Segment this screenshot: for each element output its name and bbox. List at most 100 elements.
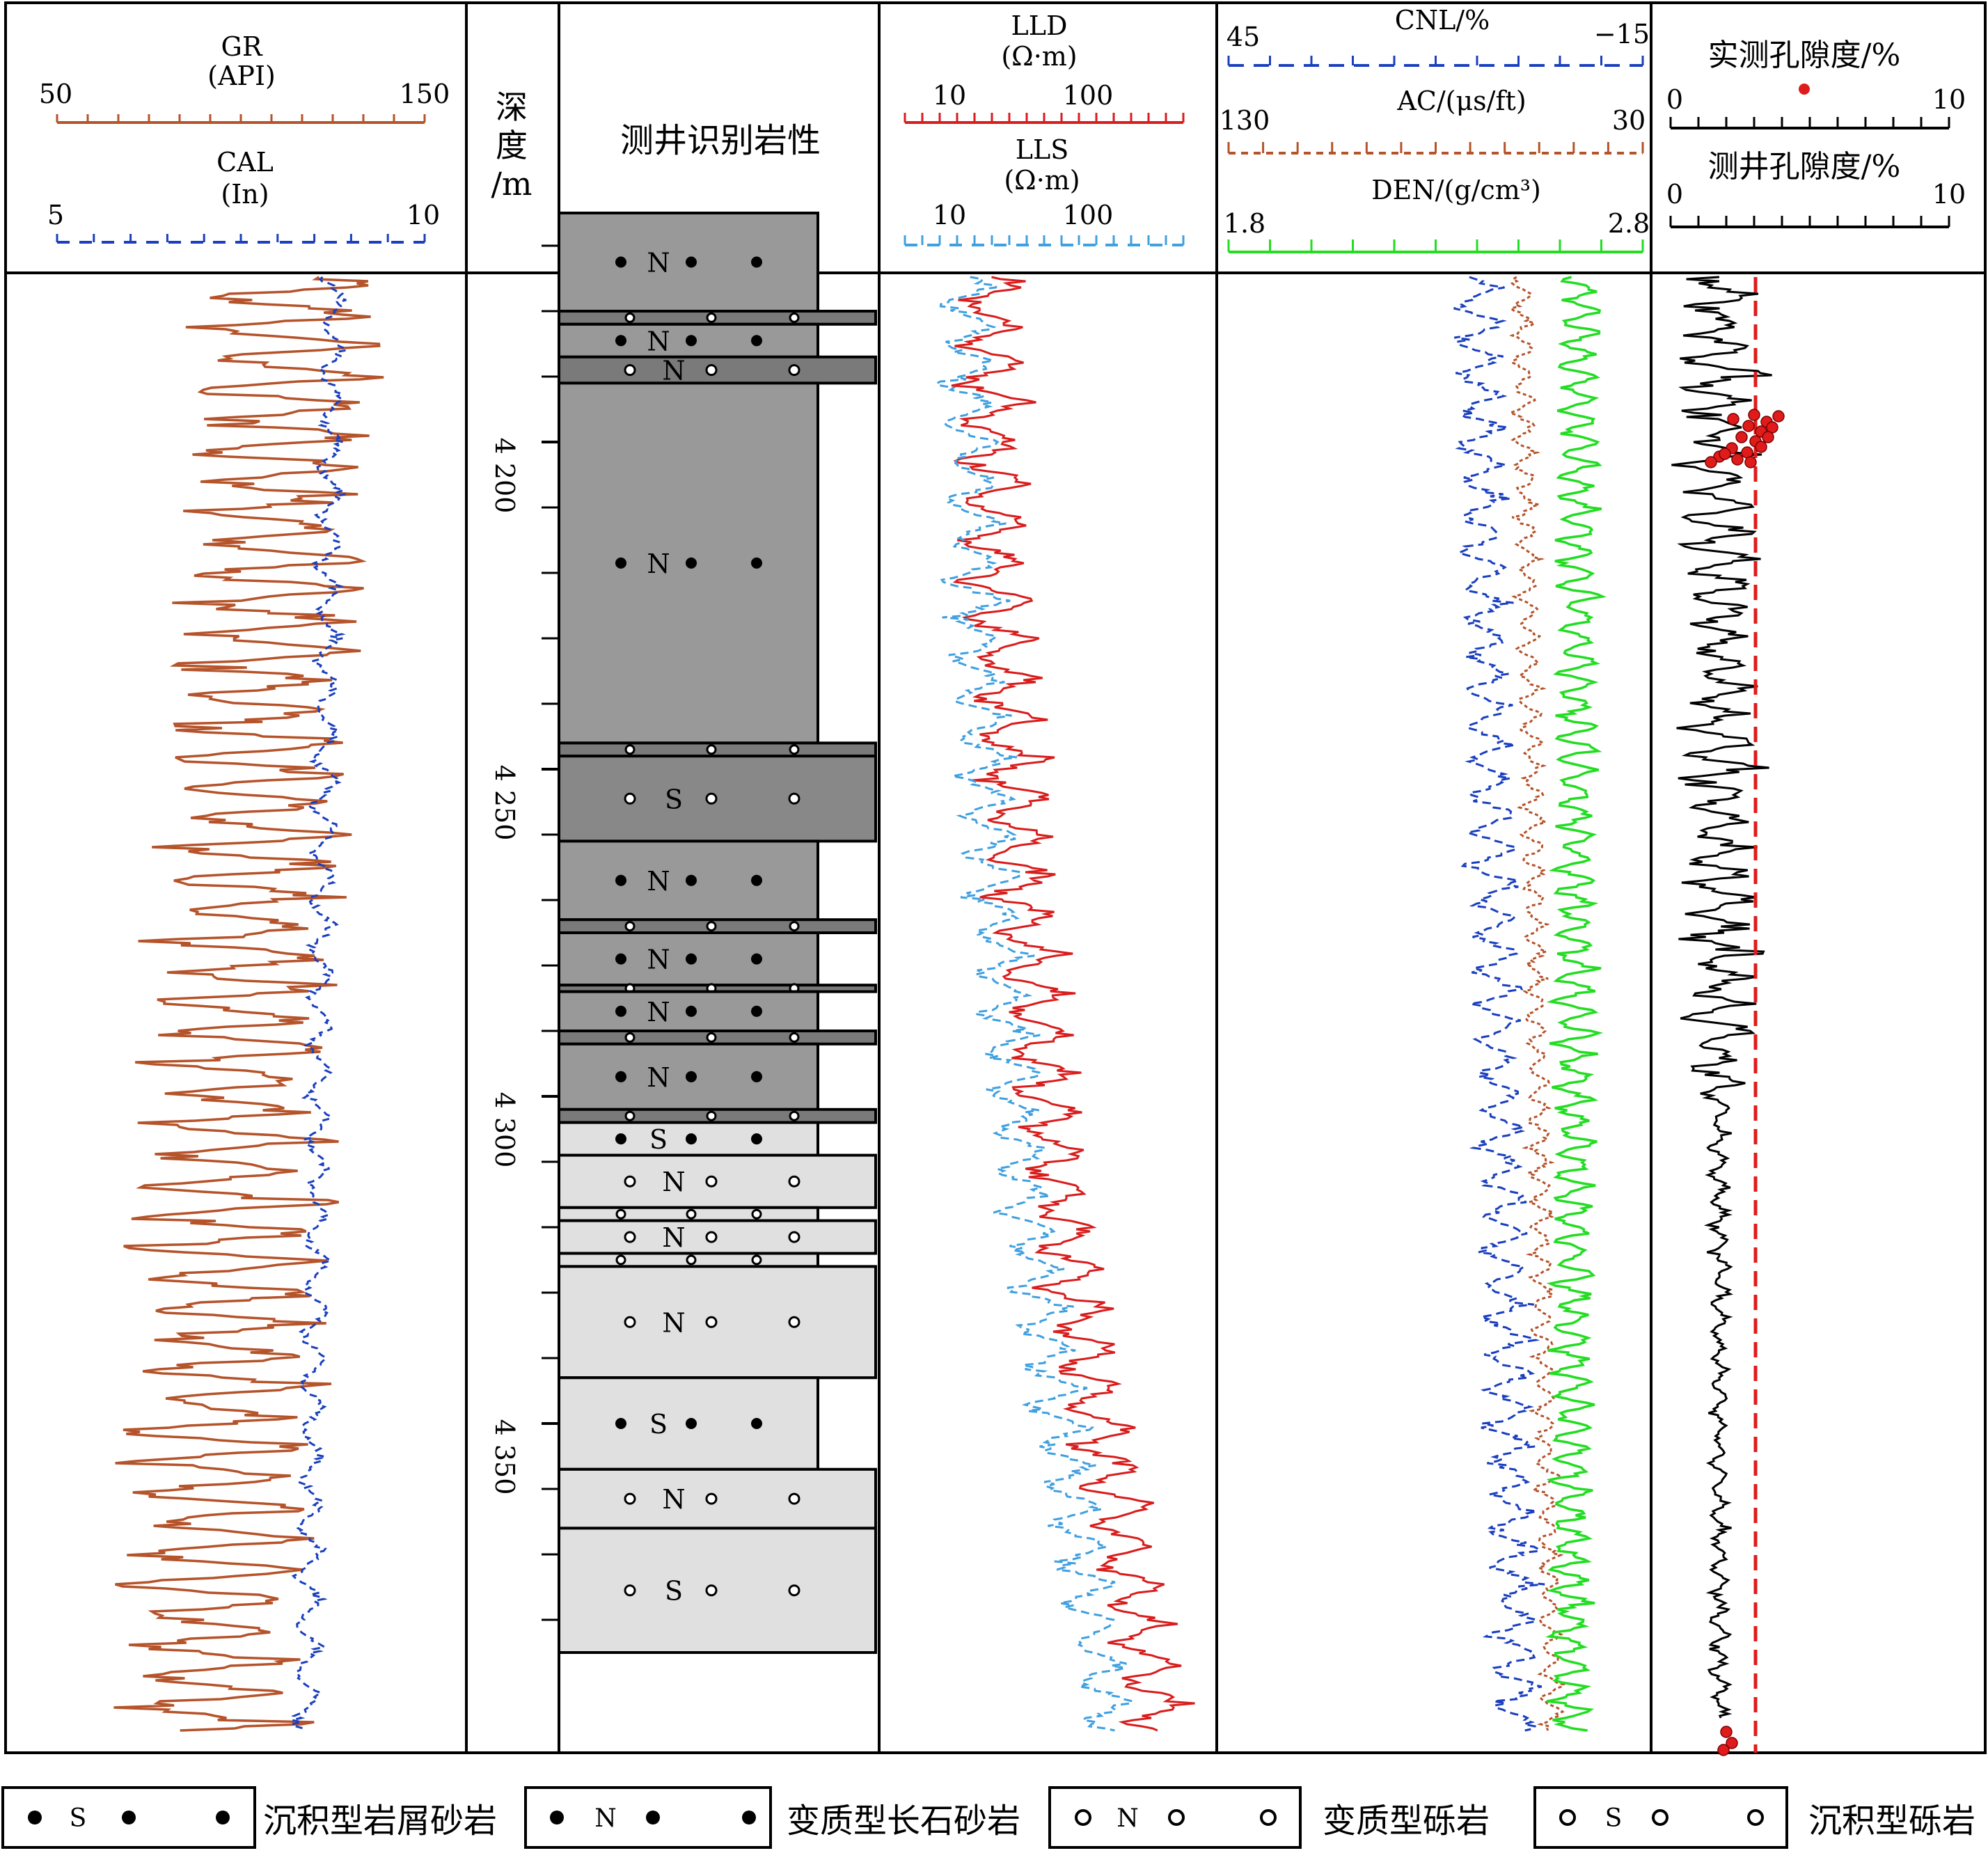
depth-title-2: 度: [496, 127, 528, 164]
lithology-grain: [615, 1418, 626, 1429]
legend-item-sed-debris: S 沉积型岩屑砂岩: [1, 1786, 497, 1849]
measured-porosity-point: [1727, 413, 1740, 425]
lithology-pebble: [705, 1175, 718, 1188]
lithology-grain: [615, 335, 626, 347]
gr-unit: (API): [207, 61, 276, 91]
measured-porosity-max: 10: [1932, 84, 1966, 115]
cnl-scale-bar: [1227, 56, 1644, 67]
lithology-code: N: [647, 1062, 670, 1093]
lithology-pebble: [751, 1208, 762, 1220]
measured-porosity-point: [1726, 1737, 1738, 1749]
lithology-pebble: [624, 312, 636, 323]
depth-ticks: 4 200 4 250 4 300 4 350: [489, 244, 559, 1621]
lithology-grain: [686, 557, 697, 569]
lithology-pebble: [615, 1208, 626, 1220]
legend-label-3: 变质型砾岩: [1323, 1801, 1490, 1840]
lithology-code: N: [647, 248, 670, 278]
lithology-code: N: [662, 356, 685, 386]
gr-scale-bar: [56, 114, 426, 124]
cal-trace: [288, 276, 349, 1731]
lithology-pebble: [788, 1175, 800, 1188]
lithology-pebble: [624, 1584, 636, 1597]
gr-cal-header: GR (API) 50 150 CAL (In) 5 10: [39, 31, 450, 244]
lithology-grain: [615, 256, 626, 268]
lls-tick-100: 100: [1063, 200, 1114, 230]
lithology-grain: [686, 874, 697, 886]
measured-porosity-point: [1762, 431, 1774, 443]
logged-porosity-scale-bar: [1669, 216, 1950, 228]
lithology-code: N: [647, 866, 670, 897]
lithology-pebble: [789, 1032, 800, 1043]
lithology-code: S: [665, 1576, 683, 1607]
lithology-pebble: [788, 364, 800, 377]
lithology-interval: [558, 741, 877, 758]
legend: S 沉积型岩屑砂岩 N 变质型长石砂岩 N 变质型砾岩 S: [1, 1786, 1975, 1849]
lithology-grain: [615, 953, 626, 965]
lithology-pebble: [788, 1231, 800, 1243]
porosity-logs-header: CNL/% 45 −15 AC/(μs/ft) 130 30 DEN/(g/cm…: [1220, 5, 1650, 253]
legend-item-meta-feldspar: N 变质型长石砂岩: [524, 1786, 1020, 1849]
cal-unit: (In): [221, 179, 269, 210]
gr-max: 150: [400, 79, 450, 109]
measured-porosity-point: [1705, 456, 1717, 468]
legend-code-1: S: [70, 1804, 87, 1833]
depth-label: 4 200: [489, 438, 520, 514]
legend-label-4: 沉积型砾岩: [1808, 1801, 1975, 1840]
measured-porosity-point: [1731, 453, 1744, 466]
ac-name: AC/(μs/ft): [1396, 86, 1526, 116]
porosity-track: [1671, 276, 1785, 1756]
cal-scale-bar: [56, 234, 426, 244]
lithology-code: N: [647, 549, 670, 579]
lithology-pebble: [624, 1032, 636, 1043]
logged-porosity-trace: [1671, 276, 1772, 1719]
measured-porosity-point: [1755, 441, 1767, 453]
lithology-pebble: [624, 744, 636, 755]
lithology-title: 测井识别岩性: [620, 121, 821, 160]
porosity-log-curves: [1453, 276, 1607, 1732]
den-trace: [1545, 276, 1607, 1732]
depth-label: 4 350: [489, 1419, 520, 1495]
lithology-code: N: [647, 997, 670, 1027]
ac-max: 30: [1612, 105, 1646, 136]
lithology-interval: [558, 1030, 877, 1046]
measured-porosity-point: [1717, 1744, 1730, 1756]
lithology-code: N: [662, 1167, 685, 1197]
lithology-grain: [686, 1133, 697, 1145]
lithology-pebble: [706, 312, 717, 323]
lithology-pebble: [789, 921, 800, 932]
lithology-pebble: [788, 1316, 800, 1328]
lithology-grain: [686, 256, 697, 268]
lithology-grain: [686, 1418, 697, 1429]
lithology-grain: [615, 874, 626, 886]
legend-item-meta-conglomerate: N 变质型砾岩: [1048, 1786, 1490, 1849]
lithology-pebble: [751, 1254, 762, 1265]
legend-label-1: 沉积型岩屑砂岩: [263, 1801, 497, 1840]
den-min: 1.8: [1224, 208, 1265, 239]
lithology-code: N: [647, 945, 670, 975]
lithology-pebble: [705, 1584, 718, 1597]
lithology-code: N: [662, 1307, 685, 1338]
porosity-header: 实测孔隙度/% 0 10 测井孔隙度/% 0 10: [1666, 38, 1966, 228]
depth-label: 4 250: [489, 765, 520, 841]
lithology-pebble: [789, 1110, 800, 1121]
logged-porosity-min: 0: [1666, 179, 1683, 210]
lithology-pebble: [706, 1032, 717, 1043]
lithology-pebble: [705, 1316, 718, 1328]
lithology-pebble: [705, 364, 718, 377]
ac-scale-bar: [1227, 142, 1644, 155]
lithology-pebble: [788, 1492, 800, 1505]
gr-curve: [113, 276, 384, 1732]
lithology-interval: [558, 310, 877, 326]
lithology-pebble: [789, 312, 800, 323]
lithology-grain: [686, 1071, 697, 1082]
cnl-name: CNL/%: [1395, 5, 1490, 36]
resistivity-curves: [933, 276, 1195, 1732]
lld-scale-bar: [904, 113, 1185, 124]
logged-porosity-name: 测井孔隙度/%: [1708, 149, 1901, 184]
lithology-pebble: [706, 921, 717, 932]
measured-porosity-marker: [1799, 84, 1810, 95]
lld-trace: [951, 276, 1195, 1732]
lld-name: LLD: [1011, 10, 1068, 41]
lithology-interval: [558, 1107, 877, 1124]
lithology-pebble: [624, 792, 636, 805]
